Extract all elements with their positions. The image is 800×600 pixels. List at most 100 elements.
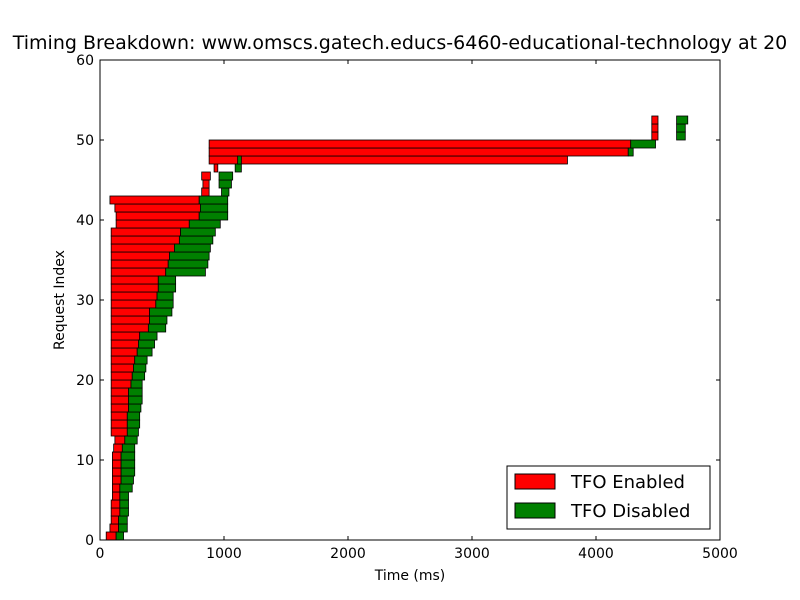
bar-tfo-enabled-12	[114, 435, 126, 445]
bar-tfo-disabled-1	[118, 523, 128, 533]
bar-tfo-disabled-2	[118, 515, 128, 525]
bar-tfo-enabled-16	[110, 403, 129, 413]
x-tick-label: 0	[96, 546, 105, 562]
bar-tfo-enabled-10	[112, 451, 122, 461]
bar-tfo-enabled-34	[110, 259, 169, 269]
bar-tfo-disabled-24	[138, 339, 155, 349]
bar-tfo-enabled-44	[202, 179, 210, 189]
bar-tfo-disabled-44	[218, 179, 232, 189]
bar-tfo-disabled-39	[188, 219, 221, 229]
bar-tfo-enabled-0	[105, 531, 117, 541]
x-tick-label: 1000	[206, 546, 242, 562]
x-tick-label: 4000	[578, 546, 614, 562]
bar-tfo-enabled-50	[651, 131, 659, 141]
bar-tfo-enabled-21	[110, 363, 134, 373]
bar-tfo-enabled-20	[110, 371, 133, 381]
bar-tfo-enabled-49	[208, 139, 632, 149]
x-tick-label: 5000	[702, 546, 738, 562]
bar-tfo-disabled-31	[157, 283, 177, 293]
bar-tfo-disabled-49	[630, 139, 656, 149]
x-tick-label: 2000	[330, 546, 366, 562]
bar-tfo-enabled-23	[110, 347, 138, 357]
bar-tfo-disabled-14	[126, 419, 141, 429]
bar-tfo-enabled-28	[110, 307, 151, 317]
bar-tfo-disabled-50	[676, 131, 686, 141]
bar-tfo-enabled-38	[110, 227, 182, 237]
bar-tfo-disabled-17	[128, 395, 143, 405]
bar-tfo-enabled-25	[110, 331, 141, 341]
y-tick-label: 50	[76, 133, 94, 149]
bar-tfo-enabled-13	[110, 427, 128, 437]
bar-tfo-enabled-31	[110, 283, 159, 293]
legend-label-tfo-enabled: TFO Enabled	[570, 472, 685, 493]
bar-tfo-enabled-26	[110, 323, 149, 333]
y-tick-label: 0	[85, 533, 94, 549]
bar-tfo-enabled-39	[115, 219, 190, 229]
bars-layer	[105, 115, 689, 541]
bar-tfo-disabled-3	[119, 507, 129, 517]
bar-tfo-enabled-9	[112, 459, 122, 469]
bar-tfo-enabled-36	[110, 243, 175, 253]
bar-tfo-disabled-26	[147, 323, 167, 333]
bar-tfo-disabled-35	[169, 251, 210, 261]
bar-tfo-disabled-8	[120, 467, 136, 477]
bar-tfo-disabled-13	[126, 427, 139, 437]
bar-tfo-disabled-11	[121, 443, 136, 453]
bar-tfo-disabled-48	[627, 147, 634, 157]
bar-tfo-disabled-0	[115, 531, 124, 541]
bar-tfo-disabled-6	[119, 483, 133, 493]
bar-tfo-disabled-19	[130, 379, 143, 389]
bar-tfo-enabled-24	[110, 339, 139, 349]
bar-tfo-enabled-30	[110, 291, 158, 301]
bar-tfo-disabled-30	[156, 291, 174, 301]
bar-tfo-enabled-18	[110, 387, 129, 397]
bar-tfo-disabled-25	[139, 331, 158, 341]
bar-tfo-enabled-46	[213, 163, 219, 173]
bar-tfo-enabled-8	[112, 467, 122, 477]
bar-tfo-enabled-47	[208, 155, 568, 165]
y-tick-label: 60	[76, 53, 94, 69]
bar-tfo-enabled-35	[110, 251, 170, 261]
bar-tfo-disabled-32	[157, 275, 177, 285]
bar-tfo-enabled-51	[651, 123, 659, 133]
legend: TFO Enabled TFO Disabled	[506, 465, 711, 530]
bar-tfo-enabled-17	[110, 395, 129, 405]
legend-swatch-tfo-enabled	[514, 473, 556, 490]
bar-tfo-enabled-40	[115, 211, 200, 221]
bar-tfo-enabled-52	[651, 115, 659, 125]
bar-tfo-disabled-16	[128, 403, 142, 413]
bar-tfo-disabled-9	[120, 459, 136, 469]
bar-tfo-enabled-6	[112, 483, 121, 493]
ticks-layer: 0 1000 2000 3000 4000 5000 0 10 20 30 40 50 60	[76, 53, 738, 562]
bar-tfo-enabled-32	[110, 275, 159, 285]
x-tick-label: 3000	[454, 546, 490, 562]
bar-tfo-disabled-18	[128, 387, 143, 397]
bar-tfo-enabled-43	[201, 187, 210, 197]
bar-tfo-enabled-37	[110, 235, 180, 245]
bar-tfo-enabled-3	[110, 507, 121, 517]
bar-tfo-disabled-7	[120, 475, 134, 485]
bar-tfo-disabled-45	[218, 171, 234, 181]
bar-tfo-enabled-15	[110, 411, 128, 421]
bar-tfo-disabled-28	[149, 307, 173, 317]
bar-tfo-disabled-4	[119, 499, 129, 509]
bar-tfo-enabled-22	[110, 355, 136, 365]
bar-tfo-disabled-38	[180, 227, 216, 237]
bar-tfo-disabled-5	[119, 491, 129, 501]
y-tick-label: 10	[76, 453, 94, 469]
bar-tfo-disabled-42	[198, 195, 229, 205]
bar-tfo-enabled-5	[112, 491, 121, 501]
y-axis-label: Request Index	[52, 250, 68, 350]
bar-tfo-disabled-46	[234, 163, 242, 173]
y-tick-label: 20	[76, 373, 94, 389]
bar-tfo-disabled-23	[136, 347, 153, 357]
bar-tfo-enabled-48	[208, 147, 629, 157]
bar-tfo-disabled-52	[676, 115, 689, 125]
bar-tfo-disabled-36	[173, 243, 211, 253]
bar-tfo-enabled-19	[110, 379, 132, 389]
bar-tfo-enabled-29	[110, 299, 157, 309]
bar-tfo-enabled-2	[110, 515, 120, 525]
legend-swatch-tfo-disabled	[514, 502, 556, 519]
bar-tfo-disabled-12	[124, 435, 138, 445]
